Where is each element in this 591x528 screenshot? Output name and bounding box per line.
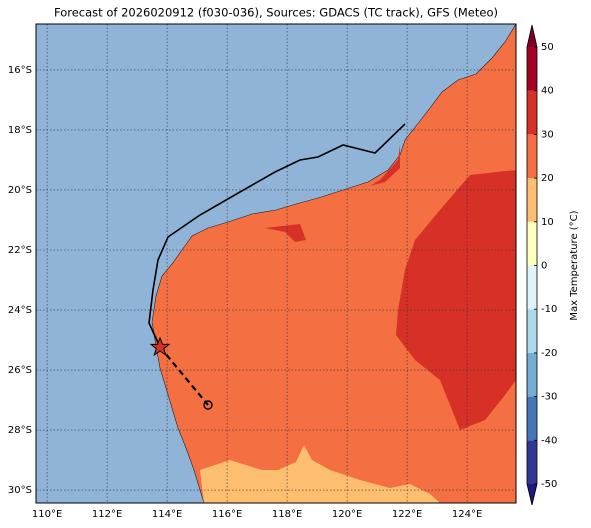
colorbar-tick-label: -10 (541, 304, 557, 315)
colorbar-segment (527, 352, 537, 397)
colorbar-tick-label: 20 (541, 173, 554, 184)
colorbar-label: Max Temperature (°C) (569, 210, 580, 320)
lat-tick-label: 26°S (8, 365, 32, 376)
land (151, 24, 516, 503)
colorbar-tick-label: 50 (541, 42, 554, 53)
lat-tick-label: 20°S (8, 185, 32, 196)
lon-tick-label: 118°E (272, 509, 302, 520)
colorbar-tick-label: 10 (541, 217, 554, 228)
lat-tick-label: 16°S (8, 65, 32, 76)
forecast-track (159, 346, 209, 406)
lat-tick-label: 30°S (8, 485, 32, 496)
map-title: Forecast of 2026020912 (f030-036), Sourc… (54, 6, 498, 20)
colorbar-tick-label: -20 (541, 348, 557, 359)
lon-tick-label: 124°E (452, 509, 482, 520)
lat-tick-label: 18°S (8, 125, 32, 136)
hot-zone (265, 224, 306, 242)
lat-tick-label: 24°S (8, 305, 32, 316)
colorbar-segment (527, 309, 537, 353)
forecast-position (203, 400, 213, 410)
cyclone-position (149, 336, 171, 357)
colorbar-segment (527, 134, 537, 179)
colorbar-segment (527, 396, 537, 441)
colorbar-segment (527, 178, 537, 222)
warm-zone (200, 445, 440, 503)
lon-tick-label: 116°E (212, 509, 242, 520)
grid (36, 24, 516, 503)
colorbar-segment (527, 90, 537, 135)
colorbar-segment (527, 221, 537, 266)
lon-tick-label: 112°E (92, 509, 122, 520)
colorbar-tick-label: -50 (541, 479, 557, 490)
lat-tick-label: 22°S (8, 245, 32, 256)
colorbar-segment (527, 265, 537, 310)
hot-zone (396, 170, 516, 430)
map-area (36, 24, 516, 503)
colorbar-tick-label: 0 (541, 261, 547, 272)
hot-zone (370, 145, 400, 186)
colorbar-segment (527, 47, 537, 91)
lon-tick-label: 110°E (32, 509, 62, 520)
colorbar-tick-label: 30 (541, 129, 554, 140)
cyclone-track (148, 123, 406, 348)
lon-tick-label: 122°E (392, 509, 422, 520)
lon-tick-label: 114°E (152, 509, 182, 520)
colorbar-extension (527, 484, 537, 505)
colorbar-tick-label: 40 (541, 86, 554, 97)
map-frame (35, 23, 517, 504)
colorbar-extension (527, 25, 537, 47)
colorbar-segment (527, 440, 537, 484)
colorbar-tick-label: -40 (541, 435, 557, 446)
lon-tick-label: 120°E (332, 509, 362, 520)
colorbar-tick-label: -30 (541, 392, 557, 403)
lat-tick-label: 28°S (8, 425, 32, 436)
